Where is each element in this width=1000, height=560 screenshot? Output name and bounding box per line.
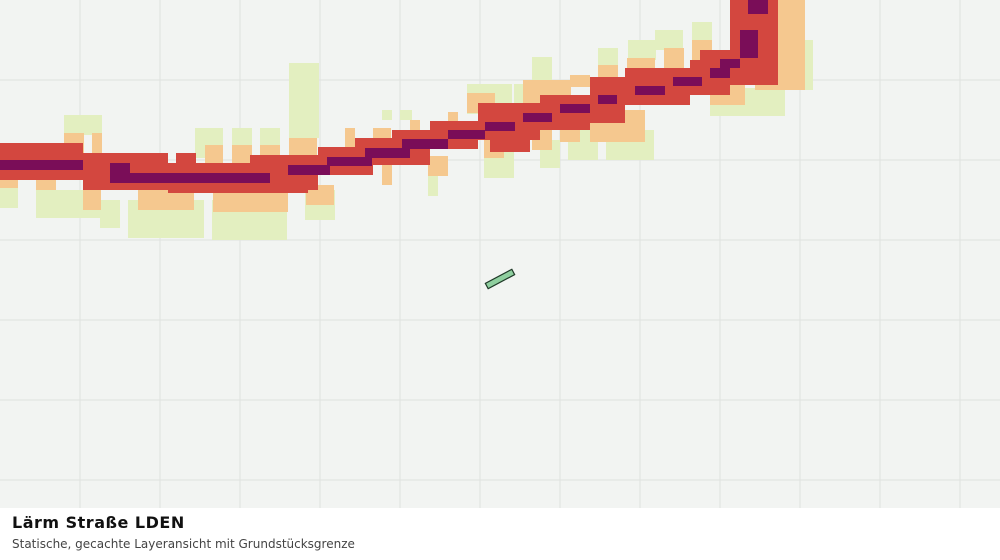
parcel-boundary[interactable] bbox=[484, 268, 516, 290]
noise-cell bbox=[635, 86, 665, 95]
noise-cell bbox=[213, 190, 288, 212]
noise-cell bbox=[485, 122, 515, 131]
noise-cell bbox=[289, 63, 319, 138]
noise-cell bbox=[250, 155, 270, 165]
layer-title: Lärm Straße LDEN bbox=[12, 513, 185, 532]
noise-cell bbox=[560, 130, 580, 142]
noise-cell bbox=[523, 113, 552, 122]
noise-cell bbox=[720, 59, 740, 68]
noise-cell bbox=[673, 77, 702, 86]
noise-cell bbox=[100, 200, 120, 228]
noise-cell bbox=[655, 30, 683, 50]
noise-cell bbox=[570, 75, 590, 87]
noise-cell bbox=[64, 115, 102, 135]
noise-cell bbox=[382, 110, 392, 120]
noise-cell bbox=[448, 130, 485, 139]
noise-layer bbox=[0, 0, 813, 240]
noise-cell bbox=[402, 139, 448, 149]
noise-cell bbox=[664, 48, 684, 68]
noise-cell bbox=[36, 178, 56, 190]
noise-cell bbox=[373, 128, 391, 138]
noise-cell bbox=[110, 173, 270, 183]
map-view bbox=[0, 0, 1000, 508]
noise-cell bbox=[205, 145, 223, 165]
noise-cell bbox=[365, 148, 410, 158]
noise-cell bbox=[532, 57, 552, 87]
noise-cell bbox=[289, 138, 317, 158]
noise-cell bbox=[560, 104, 590, 113]
noise-cell bbox=[0, 178, 18, 188]
noise-cell bbox=[327, 157, 372, 166]
noise-cell bbox=[400, 110, 412, 120]
noise-cell bbox=[176, 153, 196, 165]
noise-cell bbox=[288, 165, 330, 175]
noise-cell bbox=[710, 68, 730, 78]
noise-cell bbox=[0, 160, 83, 170]
noise-cell bbox=[232, 145, 252, 165]
noise-cell bbox=[410, 120, 420, 130]
noise-cell bbox=[83, 185, 101, 210]
noise-cell bbox=[138, 188, 194, 210]
noise-cell bbox=[628, 40, 656, 60]
noise-cell bbox=[748, 0, 768, 14]
noise-cell bbox=[345, 128, 355, 148]
layer-subtitle: Statische, gecachte Layeransicht mit Gru… bbox=[12, 537, 355, 551]
noise-cell bbox=[382, 165, 392, 185]
noise-cell bbox=[0, 185, 18, 208]
noise-cell bbox=[428, 156, 448, 176]
noise-cell bbox=[490, 140, 530, 152]
noise-cell bbox=[740, 30, 758, 58]
noise-cell bbox=[448, 112, 458, 124]
map-background bbox=[0, 0, 1000, 508]
noise-cell bbox=[598, 95, 617, 104]
noise-cell bbox=[92, 133, 102, 153]
noise-cell bbox=[428, 168, 438, 196]
